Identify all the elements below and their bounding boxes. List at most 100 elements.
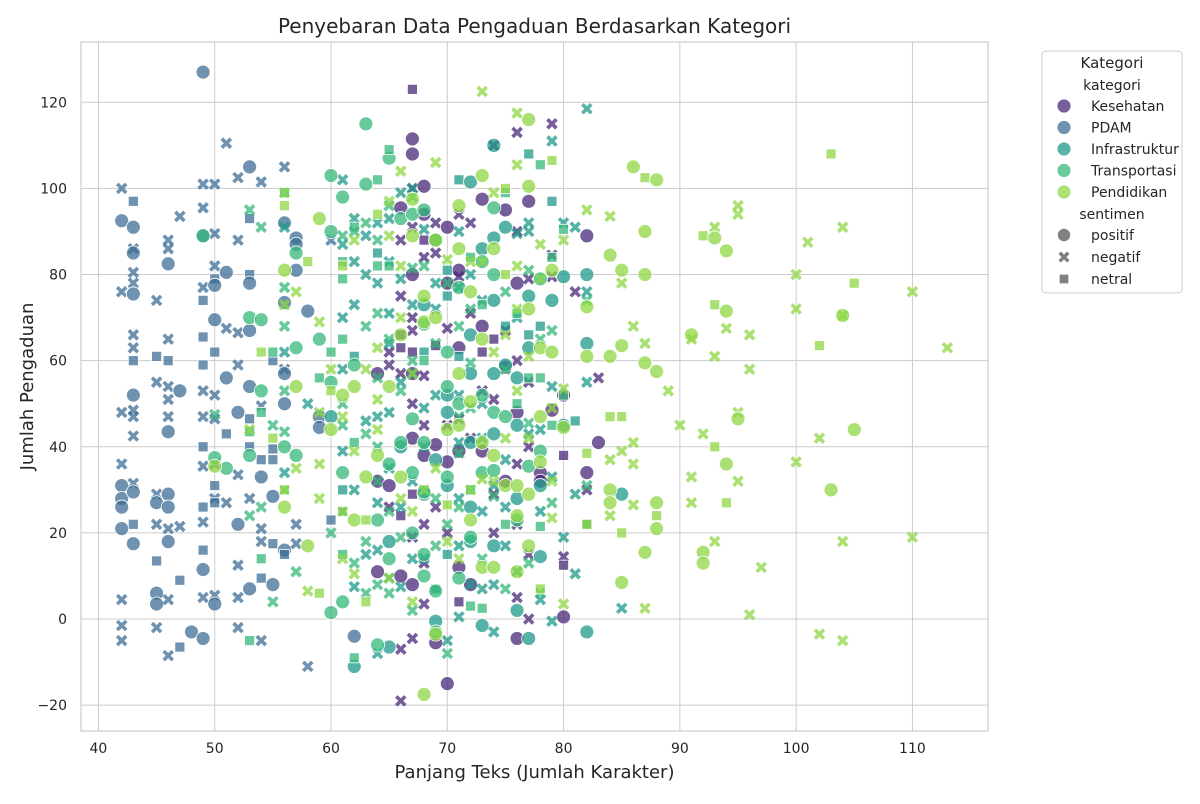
chart-title: Penyebaran Data Pengaduan Berdasarkan Ka… <box>278 14 791 38</box>
data-point <box>267 538 279 550</box>
data-point <box>301 585 314 597</box>
data-point <box>348 652 360 664</box>
data-point <box>253 383 269 399</box>
data-point <box>125 536 141 552</box>
data-point <box>383 406 395 419</box>
data-point <box>115 285 128 298</box>
data-point <box>546 251 558 263</box>
data-point <box>708 221 721 233</box>
data-point <box>255 522 268 535</box>
data-point <box>685 471 698 483</box>
data-point <box>418 369 430 382</box>
data-point <box>336 174 349 186</box>
data-point <box>474 618 490 633</box>
data-point <box>381 456 397 472</box>
data-point <box>429 501 442 513</box>
data-point <box>278 298 291 311</box>
data-point <box>486 200 502 216</box>
data-point <box>474 168 490 183</box>
data-point <box>360 268 372 281</box>
data-point <box>499 329 512 341</box>
data-points <box>114 64 954 707</box>
data-point <box>441 535 454 548</box>
data-point <box>323 605 339 620</box>
data-point <box>323 224 339 239</box>
tick-labels: 40 50 60 70 80 90 100 110 −20 0 20 40 60 80 100 120 <box>37 95 925 757</box>
data-point <box>207 277 223 293</box>
data-point <box>208 178 221 190</box>
data-point <box>348 580 361 593</box>
data-point <box>718 243 734 259</box>
data-point <box>429 540 442 552</box>
data-point <box>278 346 291 358</box>
data-point <box>649 521 664 537</box>
data-point <box>337 505 349 517</box>
data-point <box>151 350 162 362</box>
data-point <box>160 424 176 440</box>
data-point <box>195 64 211 80</box>
data-point <box>323 168 339 183</box>
plot-frame <box>80 41 989 732</box>
data-point <box>416 435 432 450</box>
data-point <box>372 247 383 259</box>
data-point <box>558 559 569 571</box>
data-point <box>383 195 395 208</box>
data-point <box>244 635 256 646</box>
data-point <box>127 341 140 354</box>
data-point <box>557 234 570 246</box>
data-point <box>581 447 593 459</box>
data-point <box>522 432 535 444</box>
data-point <box>488 527 500 539</box>
data-point <box>232 591 244 604</box>
data-point <box>709 441 721 453</box>
data-point <box>509 417 525 433</box>
data-point <box>267 419 279 432</box>
data-point <box>790 303 802 315</box>
data-point <box>718 456 734 472</box>
data-point <box>474 318 490 334</box>
data-point <box>523 148 535 160</box>
data-point <box>278 425 291 438</box>
data-point <box>581 204 593 216</box>
data-point <box>405 131 420 147</box>
data-point <box>637 544 653 560</box>
data-point <box>579 228 595 244</box>
data-point <box>323 409 339 425</box>
data-point <box>208 260 221 272</box>
data-point <box>162 522 174 535</box>
legend-marker-netral <box>1058 273 1070 285</box>
data-point <box>220 137 233 149</box>
data-point <box>428 232 444 248</box>
y-tick-label: 80 <box>49 268 67 284</box>
data-point <box>418 598 430 610</box>
legend-label-transportasi: Transportasi <box>1090 164 1176 180</box>
data-point <box>279 200 290 212</box>
data-point <box>499 501 512 513</box>
data-point <box>381 551 397 567</box>
x-tick-label: 50 <box>206 741 224 757</box>
data-point <box>150 376 163 388</box>
data-point <box>416 568 432 584</box>
data-point <box>162 242 174 255</box>
x-tick-label: 100 <box>783 741 810 757</box>
data-point <box>393 435 409 450</box>
data-point <box>243 423 256 436</box>
data-point <box>197 202 209 214</box>
data-point <box>429 492 442 505</box>
data-point <box>160 256 176 272</box>
data-point <box>556 420 571 435</box>
data-point <box>476 255 488 268</box>
data-point <box>253 469 269 485</box>
data-point <box>232 326 244 339</box>
data-point <box>488 475 500 488</box>
data-point <box>615 277 628 289</box>
data-point <box>255 406 267 418</box>
data-point <box>381 478 397 493</box>
data-point <box>684 327 699 343</box>
data-point <box>428 626 444 642</box>
data-point <box>255 176 268 188</box>
data-point <box>242 581 258 597</box>
data-point <box>172 383 188 399</box>
data-point <box>499 583 512 595</box>
data-point <box>243 509 256 522</box>
